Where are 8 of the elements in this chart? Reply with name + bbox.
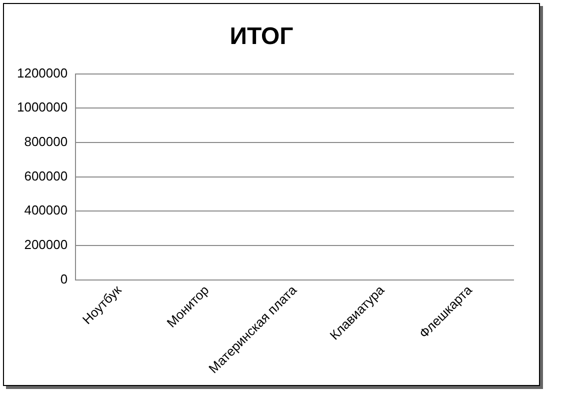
y-tick-label: 600000 — [24, 168, 68, 184]
y-tick-label: 1000000 — [16, 100, 68, 115]
y-tick-label: 0 — [60, 271, 68, 286]
y-tick-label: 200000 — [24, 237, 68, 252]
y-tick-label: 800000 — [24, 134, 68, 150]
y-tick-label: 1200000 — [16, 65, 68, 80]
chart-title: ИТОГ — [230, 23, 294, 50]
y-tick-label: 400000 — [24, 202, 68, 218]
